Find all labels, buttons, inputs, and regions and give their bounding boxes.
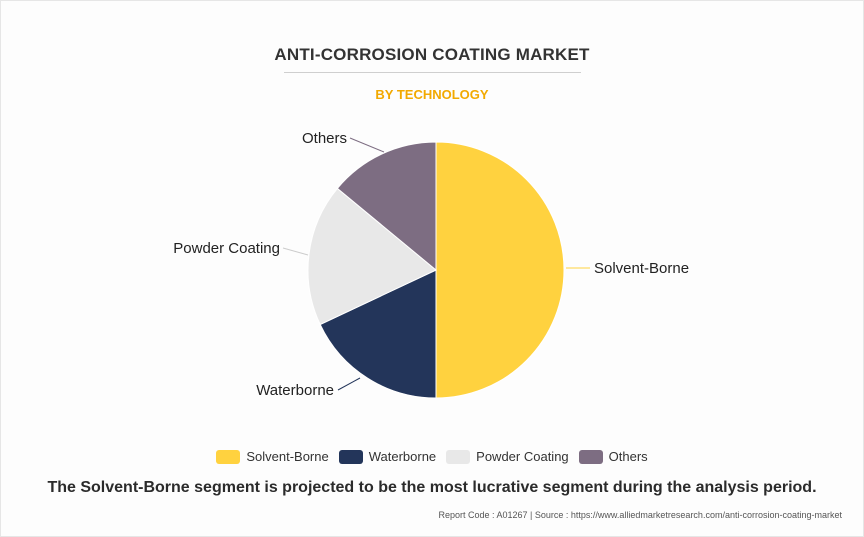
legend-label: Waterborne [368, 449, 437, 464]
key-takeaway: The Solvent-Borne segment is projected t… [47, 479, 817, 496]
pie-slice-powder-coating [307, 187, 437, 326]
pie-slice-waterborne [319, 269, 437, 399]
pie-chart: Solvent-Borne Waterborne Powder Coating Oth… [173, 130, 689, 399]
legend-swatch [338, 449, 363, 464]
legend-label: Powder Coating [476, 449, 569, 464]
chart-title: ANTI-CORROSION COATING MARKET [274, 45, 590, 64]
source-footer: Report Code : A01267 | Source : https://… [438, 510, 842, 520]
legend-label: Others [608, 449, 648, 464]
legend-item-solvent-borne: Solvent-Borne [216, 449, 329, 464]
legend-item-others: Others [578, 449, 648, 464]
pie-slice-others [336, 141, 437, 272]
legend-item-powder-coating: Powder Coating [446, 449, 569, 464]
leader-line [282, 247, 309, 256]
slice-label: Powder Coating [173, 240, 280, 257]
leader-line [337, 377, 361, 391]
slice-label: Others [302, 130, 347, 147]
legend-label: Solvent-Borne [246, 449, 329, 464]
title-divider [284, 72, 581, 73]
legend-swatch [578, 449, 603, 464]
legend-item-waterborne: Waterborne [338, 449, 437, 464]
pie-slice-solvent-borne [435, 141, 565, 399]
slice-label: Waterborne [256, 382, 334, 399]
leader-line [349, 137, 385, 153]
slice-label: Solvent-Borne [594, 260, 689, 277]
chart-legend: Solvent-Borne Waterborne Powder Coating … [0, 449, 864, 464]
legend-swatch [216, 449, 241, 464]
chart-subtitle: BY TECHNOLOGY [375, 87, 489, 102]
legend-swatch [446, 449, 471, 464]
